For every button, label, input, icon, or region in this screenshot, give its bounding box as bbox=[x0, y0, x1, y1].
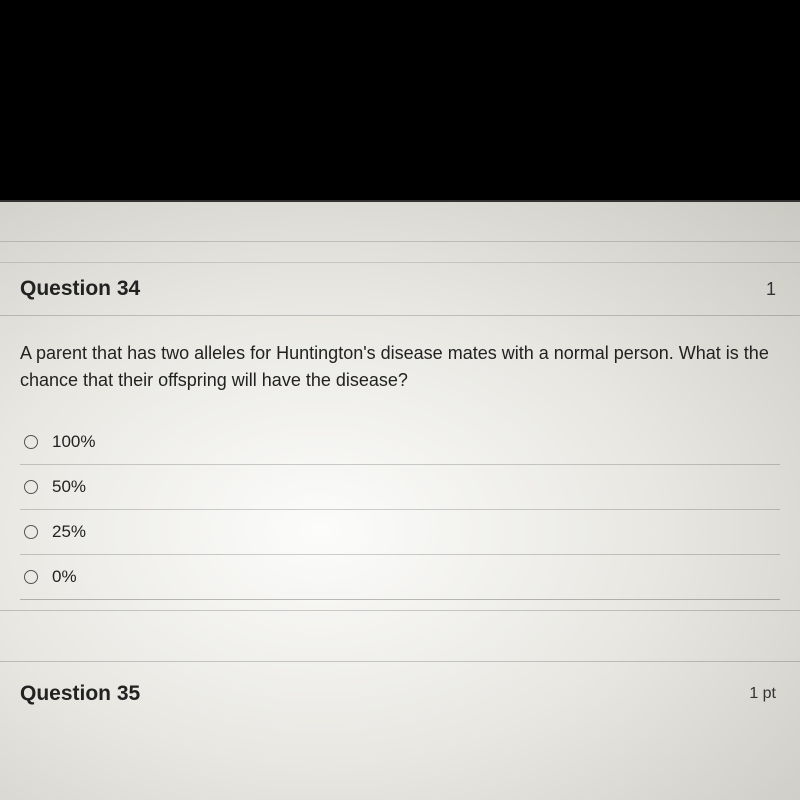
question-points: 1 pt bbox=[749, 685, 780, 703]
question-number: Question 34 bbox=[20, 277, 140, 301]
option-label: 100% bbox=[52, 432, 95, 452]
question-number: Question 35 bbox=[20, 682, 140, 706]
previous-question-edge bbox=[0, 202, 800, 242]
radio-icon bbox=[24, 570, 38, 584]
question-35-header: Question 35 1 pt bbox=[0, 661, 800, 706]
option-row-2[interactable]: 50% bbox=[20, 465, 780, 510]
option-label: 0% bbox=[52, 567, 77, 587]
radio-icon bbox=[24, 435, 38, 449]
question-points: 1 bbox=[766, 279, 776, 300]
radio-icon bbox=[24, 525, 38, 539]
option-row-1[interactable]: 100% bbox=[20, 420, 780, 465]
option-label: 50% bbox=[52, 477, 86, 497]
radio-icon bbox=[24, 480, 38, 494]
option-row-3[interactable]: 25% bbox=[20, 510, 780, 555]
option-row-4[interactable]: 0% bbox=[20, 555, 780, 600]
question-34-header: Question 34 1 bbox=[0, 263, 800, 316]
question-prompt: A parent that has two alleles for Huntin… bbox=[20, 340, 780, 394]
question-34-body: A parent that has two alleles for Huntin… bbox=[0, 316, 800, 610]
quiz-screen: Question 34 1 A parent that has two alle… bbox=[0, 200, 800, 800]
option-label: 25% bbox=[52, 522, 86, 542]
question-34-block: Question 34 1 A parent that has two alle… bbox=[0, 262, 800, 611]
